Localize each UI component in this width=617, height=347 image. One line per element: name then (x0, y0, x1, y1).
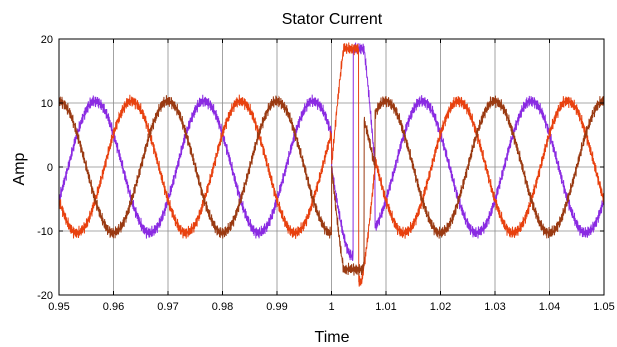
series-lines (58, 42, 605, 287)
y-tick-label: 0 (47, 162, 53, 174)
y-tick-label: -20 (37, 290, 53, 302)
series-line-1 (58, 42, 605, 262)
x-tick-label: 1.02 (430, 301, 451, 313)
chart-title: Stator Current (282, 11, 383, 28)
y-axis-label: Amp (11, 152, 28, 185)
x-tick-label: 1.01 (375, 301, 396, 313)
x-axis-label: Time (315, 329, 350, 346)
y-tick-label: 10 (41, 98, 53, 110)
x-tick-label: 0.98 (212, 301, 233, 313)
x-tick-label: 0.95 (48, 301, 69, 313)
x-tick-label: 1 (328, 301, 334, 313)
x-tick-label: 1.03 (484, 301, 505, 313)
series-line-3 (58, 95, 605, 276)
y-tick-label: -10 (37, 226, 53, 238)
y-tick-label: 20 (41, 34, 53, 46)
x-tick-label: 1.05 (593, 301, 614, 313)
axis-ticks: 0.95 0.96 0.97 0.98 0.99 1 1.01 1.02 1.03 1.04 1.0… (37, 34, 615, 313)
x-tick-label: 0.96 (103, 301, 124, 313)
x-tick-label: 0.97 (157, 301, 178, 313)
x-tick-label: 0.99 (266, 301, 287, 313)
x-tick-label: 1.04 (539, 301, 560, 313)
